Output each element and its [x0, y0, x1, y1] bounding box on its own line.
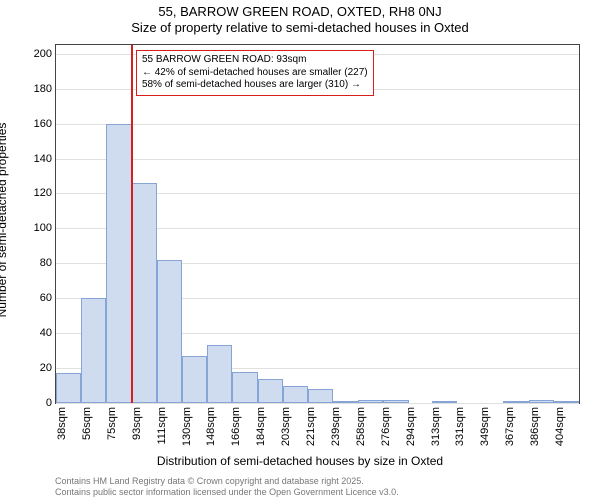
histogram-bar	[106, 124, 131, 403]
chart-title-line2: Size of property relative to semi-detach…	[0, 20, 600, 35]
x-tick-label: 221sqm	[305, 407, 317, 446]
chart-title-line1: 55, BARROW GREEN ROAD, OXTED, RH8 0NJ	[0, 4, 600, 19]
x-tick-label: 130sqm	[181, 407, 193, 446]
histogram-bar	[207, 345, 232, 403]
x-tick-label: 386sqm	[529, 407, 541, 446]
x-tick-label: 239sqm	[330, 407, 342, 446]
y-tick-label: 160	[34, 118, 56, 130]
histogram-bar	[383, 400, 408, 403]
x-tick-label: 258sqm	[355, 407, 367, 446]
x-tick-label: 331sqm	[454, 407, 466, 446]
histogram-bar	[132, 183, 157, 403]
x-tick-label: 75sqm	[106, 407, 118, 440]
y-tick-label: 40	[40, 327, 56, 339]
y-tick-label: 0	[46, 397, 56, 409]
y-tick-label: 60	[40, 292, 56, 304]
histogram-bar	[157, 260, 182, 403]
callout-line3: 58% of semi-detached houses are larger (…	[142, 79, 368, 92]
histogram-bar	[182, 356, 207, 403]
x-tick-label: 367sqm	[504, 407, 516, 446]
attribution-footer: Contains HM Land Registry data © Crown c…	[55, 476, 399, 498]
property-marker-line	[131, 45, 133, 403]
y-tick-label: 100	[34, 222, 56, 234]
histogram-bar	[258, 379, 283, 403]
x-tick-label: 203sqm	[280, 407, 292, 446]
y-tick-label: 20	[40, 362, 56, 374]
property-callout: 55 BARROW GREEN ROAD: 93sqm← 42% of semi…	[136, 50, 374, 96]
x-tick-label: 93sqm	[131, 407, 143, 440]
x-tick-label: 56sqm	[81, 407, 93, 440]
footer-line2: Contains public sector information licen…	[55, 487, 399, 498]
histogram-bar	[232, 372, 257, 403]
y-tick-label: 180	[34, 83, 56, 95]
x-tick-label: 38sqm	[56, 407, 68, 440]
x-tick-label: 349sqm	[479, 407, 491, 446]
y-tick-label: 200	[34, 48, 56, 60]
histogram-bar	[81, 298, 106, 403]
x-tick-label: 313sqm	[430, 407, 442, 446]
x-tick-label: 294sqm	[405, 407, 417, 446]
x-tick-label: 111sqm	[156, 407, 168, 445]
x-tick-label: 148sqm	[205, 407, 217, 446]
plot-area: 02040608010012014016018020038sqm56sqm75s…	[55, 44, 580, 404]
histogram-bar	[529, 400, 554, 403]
callout-line1: 55 BARROW GREEN ROAD: 93sqm	[142, 54, 368, 67]
histogram-bar	[283, 386, 308, 403]
histogram-chart: 55, BARROW GREEN ROAD, OXTED, RH8 0NJ Si…	[0, 0, 600, 500]
histogram-bar	[56, 373, 81, 403]
y-tick-label: 80	[40, 257, 56, 269]
x-tick-label: 404sqm	[554, 407, 566, 446]
callout-line2: ← 42% of semi-detached houses are smalle…	[142, 67, 368, 80]
y-tick-label: 140	[34, 153, 56, 165]
x-tick-label: 166sqm	[230, 407, 242, 446]
histogram-bar	[333, 401, 358, 403]
x-tick-label: 184sqm	[255, 407, 267, 446]
x-tick-label: 276sqm	[380, 407, 392, 446]
bars-container	[56, 45, 579, 403]
footer-line1: Contains HM Land Registry data © Crown c…	[55, 476, 399, 487]
histogram-bar	[308, 389, 333, 403]
histogram-bar	[554, 401, 579, 403]
y-tick-label: 120	[34, 187, 56, 199]
x-axis-label: Distribution of semi-detached houses by …	[0, 454, 600, 468]
gridline	[56, 403, 579, 404]
histogram-bar	[503, 401, 528, 403]
histogram-bar	[358, 400, 383, 403]
histogram-bar	[432, 401, 457, 403]
